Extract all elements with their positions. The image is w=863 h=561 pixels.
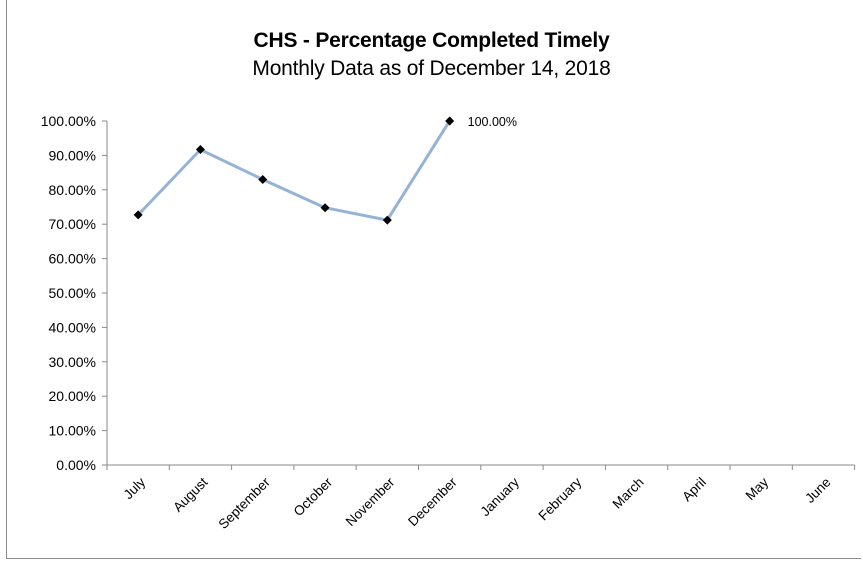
data-point [320, 203, 330, 213]
x-tick-label: August [170, 474, 211, 515]
data-point [258, 174, 268, 184]
x-tick-label: June [802, 475, 833, 506]
x-tick-label: October [291, 474, 336, 519]
data-label: 100.00% [468, 115, 517, 129]
y-tick-label: 40.00% [49, 319, 96, 335]
x-tick-label: March [610, 475, 647, 512]
y-tick-label: 20.00% [49, 388, 96, 404]
x-tick-label: April [679, 475, 709, 505]
series-line [137, 120, 451, 222]
y-tick-label: 0.00% [56, 457, 96, 473]
y-tick-label: 50.00% [49, 285, 96, 301]
y-tick-label: 70.00% [49, 216, 96, 232]
x-tick-label: February [536, 474, 585, 523]
data-point [382, 215, 392, 225]
y-tick-label: 60.00% [49, 251, 96, 267]
x-tick-label: January [478, 474, 523, 519]
y-tick-label: 100.00% [41, 113, 96, 129]
x-tick-label: July [121, 474, 149, 502]
chart-title: CHS - Percentage Completed Timely [253, 29, 610, 52]
x-tick-label: December [405, 474, 460, 529]
data-point [445, 116, 455, 126]
data-point [195, 145, 205, 155]
y-tick-label: 10.00% [49, 423, 96, 439]
x-tick-label: November [343, 474, 398, 529]
chart-subtitle: Monthly Data as of December 14, 2018 [252, 57, 611, 80]
y-tick-label: 90.00% [49, 147, 96, 163]
x-tick-label: September [216, 474, 274, 532]
x-tick-label: May [743, 474, 772, 503]
y-tick-label: 30.00% [49, 354, 96, 370]
data-point [133, 210, 143, 220]
y-tick-label: 80.00% [49, 182, 96, 198]
chart-frame [6, 0, 861, 559]
